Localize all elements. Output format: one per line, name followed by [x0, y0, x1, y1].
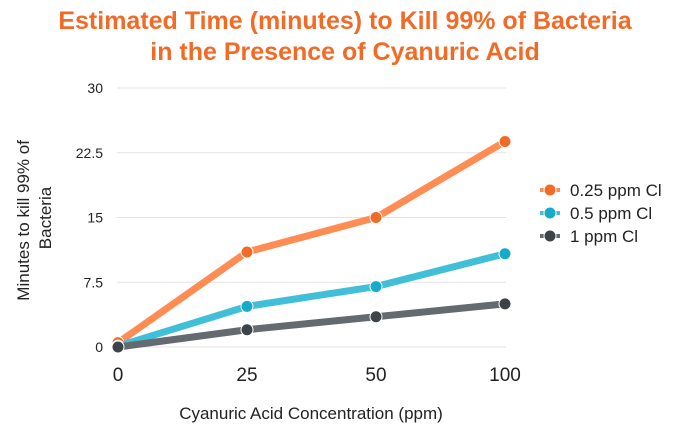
data-point[interactable] [111, 340, 125, 354]
data-point[interactable] [498, 297, 512, 311]
legend[interactable]: 0.25 ppm Cl 0.5 ppm Cl 1 ppm Cl [540, 181, 662, 246]
legend-label: 0.25 ppm Cl [570, 181, 662, 200]
y-tick-label: 15 [87, 210, 103, 226]
y-tick-label: 0 [95, 339, 103, 355]
series-line [114, 250, 509, 350]
legend-swatch-marker [543, 183, 557, 197]
y-axis-label-line-2: Bacteria [36, 186, 55, 249]
data-point[interactable] [240, 323, 254, 337]
gridlines [117, 87, 506, 348]
y-tick-label: 7.5 [84, 274, 104, 290]
y-axis-label-line-1: Minutes to kill 99% of [14, 140, 33, 301]
chart-title: Estimated Time (minutes) to Kill 99% of … [0, 6, 690, 68]
data-point[interactable] [369, 310, 383, 324]
x-axis-ticks: 0 25 50 100 [113, 365, 521, 386]
data-point[interactable] [240, 245, 254, 259]
series-line [114, 300, 509, 351]
data-point[interactable] [369, 211, 383, 224]
legend-label: 0.5 ppm Cl [570, 204, 652, 223]
y-tick-label: 22.5 [76, 145, 103, 161]
data-point[interactable] [498, 135, 512, 149]
chart-title-line-1: Estimated Time (minutes) to Kill 99% of … [58, 7, 632, 35]
data-point[interactable] [240, 299, 254, 313]
y-tick-label: 30 [87, 80, 103, 96]
x-tick-label: 50 [365, 365, 386, 386]
legend-item[interactable]: 0.5 ppm Cl [540, 204, 652, 223]
legend-label: 1 ppm Cl [570, 227, 638, 246]
x-tick-label: 100 [489, 365, 521, 386]
data-point[interactable] [498, 247, 512, 261]
data-point[interactable] [369, 280, 383, 294]
series-line [114, 138, 509, 347]
legend-item[interactable]: 0.25 ppm Cl [540, 181, 662, 200]
y-axis-ticks: 0 7.5 15 22.5 30 [76, 80, 103, 355]
legend-swatch-marker [543, 206, 557, 220]
legend-item[interactable]: 1 ppm Cl [540, 227, 638, 246]
x-axis-label: Cyanuric Acid Concentration (ppm) [179, 404, 443, 423]
legend-swatch-marker [543, 229, 557, 243]
y-axis-label: Minutes to kill 99% of Bacteria [14, 135, 55, 300]
x-tick-label: 0 [113, 365, 124, 386]
x-tick-label: 25 [236, 365, 257, 386]
series-lines [111, 135, 512, 354]
chart-title-line-2: in the Presence of Cyanuric Acid [150, 38, 540, 66]
